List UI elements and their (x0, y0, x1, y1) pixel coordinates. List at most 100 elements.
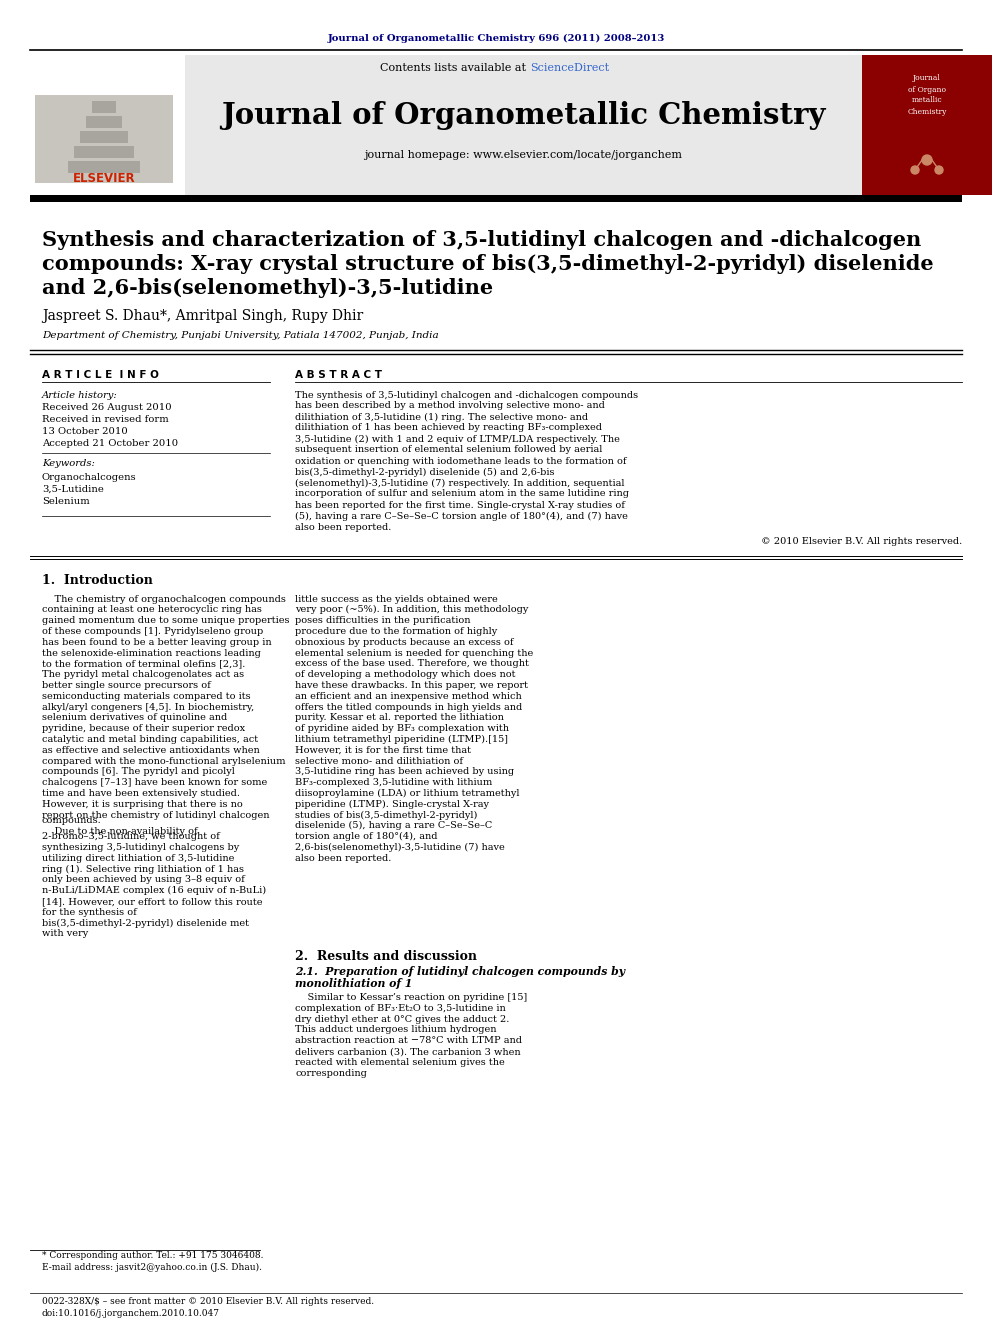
Text: only been achieved by using 3–8 equiv of: only been achieved by using 3–8 equiv of (42, 876, 245, 884)
Text: of pyridine aided by BF₃ complexation with: of pyridine aided by BF₃ complexation wi… (295, 724, 509, 733)
Text: catalytic and metal binding capabilities, act: catalytic and metal binding capabilities… (42, 734, 258, 744)
Text: incorporation of sulfur and selenium atom in the same lutidine ring: incorporation of sulfur and selenium ato… (295, 490, 629, 499)
Bar (30, 194, 962, 202)
Text: synthesizing 3,5-lutidinyl chalcogens by: synthesizing 3,5-lutidinyl chalcogens by (42, 843, 239, 852)
Text: 3,5-Lutidine: 3,5-Lutidine (42, 484, 104, 493)
Bar (86, 116, 122, 128)
Text: Article history:: Article history: (42, 390, 118, 400)
Text: * Corresponding author. Tel.: +91 175 3046408.: * Corresponding author. Tel.: +91 175 30… (42, 1250, 264, 1259)
Bar (92, 101, 116, 112)
Text: bis(3,5-dimethyl-2-pyridyl) diselenide met: bis(3,5-dimethyl-2-pyridyl) diselenide m… (42, 918, 249, 927)
Text: very poor (~5%). In addition, this methodology: very poor (~5%). In addition, this metho… (295, 605, 529, 614)
Bar (68, 161, 140, 173)
Text: (selenomethyl)-3,5-lutidine (7) respectively. In addition, sequential: (selenomethyl)-3,5-lutidine (7) respecti… (295, 479, 625, 488)
Text: ELSEVIER: ELSEVIER (72, 172, 135, 184)
Text: Organochalcogens: Organochalcogens (42, 472, 137, 482)
Text: Jaspreet S. Dhau*, Amritpal Singh, Rupy Dhir: Jaspreet S. Dhau*, Amritpal Singh, Rupy … (42, 310, 363, 323)
Text: BF₃-complexed 3,5-lutidine with lithium: BF₃-complexed 3,5-lutidine with lithium (295, 778, 492, 787)
Text: semiconducting materials compared to its: semiconducting materials compared to its (42, 692, 251, 701)
Text: better single source precursors of: better single source precursors of (42, 681, 210, 689)
Text: compounds: X-ray crystal structure of bis(3,5-dimethyl-2-pyridyl) diselenide: compounds: X-ray crystal structure of bi… (42, 254, 933, 274)
Text: This adduct undergoes lithium hydrogen: This adduct undergoes lithium hydrogen (295, 1025, 497, 1035)
Text: torsion angle of 180°(4), and: torsion angle of 180°(4), and (295, 832, 437, 841)
Text: 2.  Results and discussion: 2. Results and discussion (295, 950, 477, 963)
Bar (30, 56, 185, 194)
Text: excess of the base used. Therefore, we thought: excess of the base used. Therefore, we t… (295, 659, 529, 668)
Text: subsequent insertion of elemental selenium followed by aerial: subsequent insertion of elemental seleni… (295, 446, 602, 455)
Text: has been reported for the first time. Single-crystal X-ray studies of: has been reported for the first time. Si… (295, 500, 625, 509)
Text: 3,5-lutidine (2) with 1 and 2 equiv of LTMP/LDA respectively. The: 3,5-lutidine (2) with 1 and 2 equiv of L… (295, 434, 620, 443)
Text: The chemistry of organochalcogen compounds: The chemistry of organochalcogen compoun… (42, 594, 286, 603)
Text: utilizing direct lithiation of 3,5-lutidine: utilizing direct lithiation of 3,5-lutid… (42, 853, 234, 863)
Bar (35, 95, 173, 183)
Text: pyridine, because of their superior redox: pyridine, because of their superior redo… (42, 724, 245, 733)
Text: have these drawbacks. In this paper, we report: have these drawbacks. In this paper, we … (295, 681, 528, 689)
Text: also been reported.: also been reported. (295, 523, 392, 532)
Text: has been described by a method involving selective mono- and: has been described by a method involving… (295, 401, 605, 410)
Text: 13 October 2010: 13 October 2010 (42, 427, 128, 437)
Text: chalcogens [7–13] have been known for some: chalcogens [7–13] have been known for so… (42, 778, 267, 787)
Text: However, it is for the first time that: However, it is for the first time that (295, 746, 471, 754)
Text: for the synthesis of: for the synthesis of (42, 908, 137, 917)
Text: has been found to be a better leaving group in: has been found to be a better leaving gr… (42, 638, 272, 647)
Text: dry diethyl ether at 0°C gives the adduct 2.: dry diethyl ether at 0°C gives the adduc… (295, 1015, 509, 1024)
Text: 1.  Introduction: 1. Introduction (42, 574, 153, 587)
Text: poses difficulties in the purification: poses difficulties in the purification (295, 617, 470, 624)
Text: 2.1.  Preparation of lutidinyl chalcogen compounds by: 2.1. Preparation of lutidinyl chalcogen … (295, 966, 625, 978)
Text: Contents lists available at: Contents lists available at (381, 64, 530, 73)
Text: with very: with very (42, 929, 88, 938)
Text: 2-bromo–3,5-lutidine, we thought of: 2-bromo–3,5-lutidine, we thought of (42, 832, 220, 841)
Bar (80, 131, 128, 143)
Bar (74, 146, 134, 157)
Text: oxidation or quenching with iodomethane leads to the formation of: oxidation or quenching with iodomethane … (295, 456, 627, 466)
Text: journal homepage: www.elsevier.com/locate/jorganchem: journal homepage: www.elsevier.com/locat… (364, 149, 682, 160)
Text: monolithiation of 1: monolithiation of 1 (295, 978, 413, 990)
Text: little success as the yields obtained were: little success as the yields obtained we… (295, 594, 498, 603)
Text: The pyridyl metal chalcogenolates act as: The pyridyl metal chalcogenolates act as (42, 671, 244, 679)
Text: Journal of Organometallic Chemistry: Journal of Organometallic Chemistry (221, 101, 825, 130)
Text: 3,5-lutidine ring has been achieved by using: 3,5-lutidine ring has been achieved by u… (295, 767, 514, 777)
Text: abstraction reaction at −78°C with LTMP and: abstraction reaction at −78°C with LTMP … (295, 1036, 522, 1045)
Text: E-mail address: jasvit2@yahoo.co.in (J.S. Dhau).: E-mail address: jasvit2@yahoo.co.in (J.S… (42, 1262, 262, 1271)
Text: selective mono- and dilithiation of: selective mono- and dilithiation of (295, 757, 463, 766)
Text: as effective and selective antioxidants when: as effective and selective antioxidants … (42, 746, 260, 754)
Text: time and have been extensively studied.: time and have been extensively studied. (42, 789, 240, 798)
Text: ring (1). Selective ring lithiation of 1 has: ring (1). Selective ring lithiation of 1… (42, 864, 244, 873)
Text: an efficient and an inexpensive method which: an efficient and an inexpensive method w… (295, 692, 522, 701)
Text: However, it is surprising that there is no: However, it is surprising that there is … (42, 799, 243, 808)
Text: dilithiation of 3,5-lutidine (1) ring. The selective mono- and: dilithiation of 3,5-lutidine (1) ring. T… (295, 413, 588, 422)
Text: alkyl/aryl congeners [4,5]. In biochemistry,: alkyl/aryl congeners [4,5]. In biochemis… (42, 703, 254, 712)
Text: purity. Kessar et al. reported the lithiation: purity. Kessar et al. reported the lithi… (295, 713, 504, 722)
Text: selenium derivatives of quinoline and: selenium derivatives of quinoline and (42, 713, 227, 722)
Text: delivers carbanion (3). The carbanion 3 when: delivers carbanion (3). The carbanion 3 … (295, 1046, 521, 1056)
Text: A R T I C L E  I N F O: A R T I C L E I N F O (42, 370, 159, 380)
Text: compounds.
    Due to the non-availability of: compounds. Due to the non-availability o… (42, 816, 197, 836)
Circle shape (922, 155, 932, 165)
Text: (5), having a rare C–Se–Se–C torsion angle of 180°(4), and (7) have: (5), having a rare C–Se–Se–C torsion ang… (295, 512, 628, 520)
Text: ScienceDirect: ScienceDirect (530, 64, 609, 73)
Text: elemental selenium is needed for quenching the: elemental selenium is needed for quenchi… (295, 648, 534, 658)
Text: to the formation of terminal olefins [2,3].: to the formation of terminal olefins [2,… (42, 659, 245, 668)
Text: Keywords:: Keywords: (42, 459, 95, 468)
Text: of developing a methodology which does not: of developing a methodology which does n… (295, 671, 516, 679)
Text: bis(3,5-dimethyl-2-pyridyl) diselenide (5) and 2,6-bis: bis(3,5-dimethyl-2-pyridyl) diselenide (… (295, 467, 555, 476)
Text: Similar to Kessar’s reaction on pyridine [15]: Similar to Kessar’s reaction on pyridine… (295, 994, 528, 1002)
Text: compared with the mono-functional arylselenium: compared with the mono-functional arylse… (42, 757, 286, 766)
Text: corresponding: corresponding (295, 1069, 367, 1078)
Text: Received in revised form: Received in revised form (42, 415, 169, 425)
Text: Journal of Organometallic Chemistry 696 (2011) 2008–2013: Journal of Organometallic Chemistry 696 … (327, 33, 665, 42)
Text: report on the chemistry of lutidinyl chalcogen: report on the chemistry of lutidinyl cha… (42, 811, 270, 819)
Text: piperidine (LTMP). Single-crystal X-ray: piperidine (LTMP). Single-crystal X-ray (295, 799, 489, 808)
Bar (185, 56, 862, 194)
Text: lithium tetramethyl piperidine (LTMP).[15]: lithium tetramethyl piperidine (LTMP).[1… (295, 734, 508, 744)
Circle shape (911, 165, 919, 175)
Text: Synthesis and characterization of 3,5-lutidinyl chalcogen and -dichalcogen: Synthesis and characterization of 3,5-lu… (42, 230, 922, 250)
Text: Department of Chemistry, Punjabi University, Patiala 147002, Punjab, India: Department of Chemistry, Punjabi Univers… (42, 332, 438, 340)
Text: n-BuLi/LiDMAE complex (16 equiv of n-BuLi): n-BuLi/LiDMAE complex (16 equiv of n-BuL… (42, 886, 266, 896)
Text: dilithiation of 1 has been achieved by reacting BF₃-complexed: dilithiation of 1 has been achieved by r… (295, 423, 602, 433)
Text: of these compounds [1]. Pyridylseleno group: of these compounds [1]. Pyridylseleno gr… (42, 627, 263, 636)
Text: Selenium: Selenium (42, 496, 89, 505)
Text: studies of bis(3,5-dimethyl-2-pyridyl): studies of bis(3,5-dimethyl-2-pyridyl) (295, 811, 477, 819)
Text: A B S T R A C T: A B S T R A C T (295, 370, 382, 380)
Text: obnoxious by products because an excess of: obnoxious by products because an excess … (295, 638, 514, 647)
